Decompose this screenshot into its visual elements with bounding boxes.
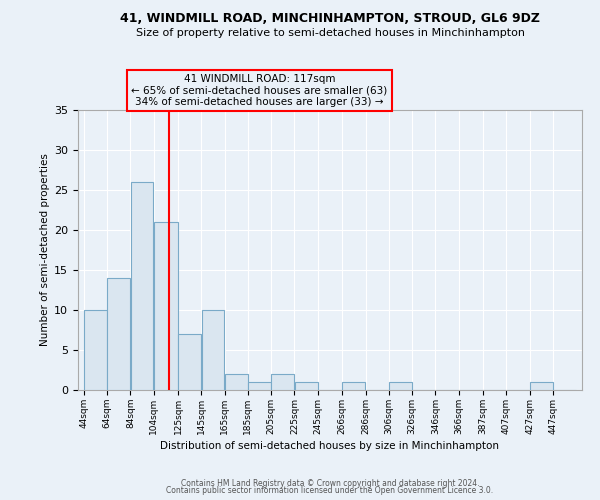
Bar xyxy=(131,182,154,390)
Y-axis label: Number of semi-detached properties: Number of semi-detached properties xyxy=(40,154,50,346)
Bar xyxy=(530,382,553,390)
Bar xyxy=(343,382,365,390)
Bar xyxy=(154,222,178,390)
Bar xyxy=(271,374,294,390)
Text: Contains public sector information licensed under the Open Government Licence 3.: Contains public sector information licen… xyxy=(166,486,494,495)
Text: 41, WINDMILL ROAD, MINCHINHAMPTON, STROUD, GL6 9DZ: 41, WINDMILL ROAD, MINCHINHAMPTON, STROU… xyxy=(120,12,540,26)
Bar xyxy=(178,334,201,390)
Bar xyxy=(389,382,412,390)
Text: Contains HM Land Registry data © Crown copyright and database right 2024.: Contains HM Land Registry data © Crown c… xyxy=(181,478,479,488)
Bar xyxy=(248,382,271,390)
Text: Size of property relative to semi-detached houses in Minchinhampton: Size of property relative to semi-detach… xyxy=(136,28,524,38)
X-axis label: Distribution of semi-detached houses by size in Minchinhampton: Distribution of semi-detached houses by … xyxy=(161,441,499,451)
Bar xyxy=(107,278,130,390)
Bar xyxy=(84,310,107,390)
Text: 41 WINDMILL ROAD: 117sqm
← 65% of semi-detached houses are smaller (63)
34% of s: 41 WINDMILL ROAD: 117sqm ← 65% of semi-d… xyxy=(131,74,388,107)
Bar xyxy=(295,382,317,390)
Bar xyxy=(202,310,224,390)
Bar xyxy=(225,374,248,390)
